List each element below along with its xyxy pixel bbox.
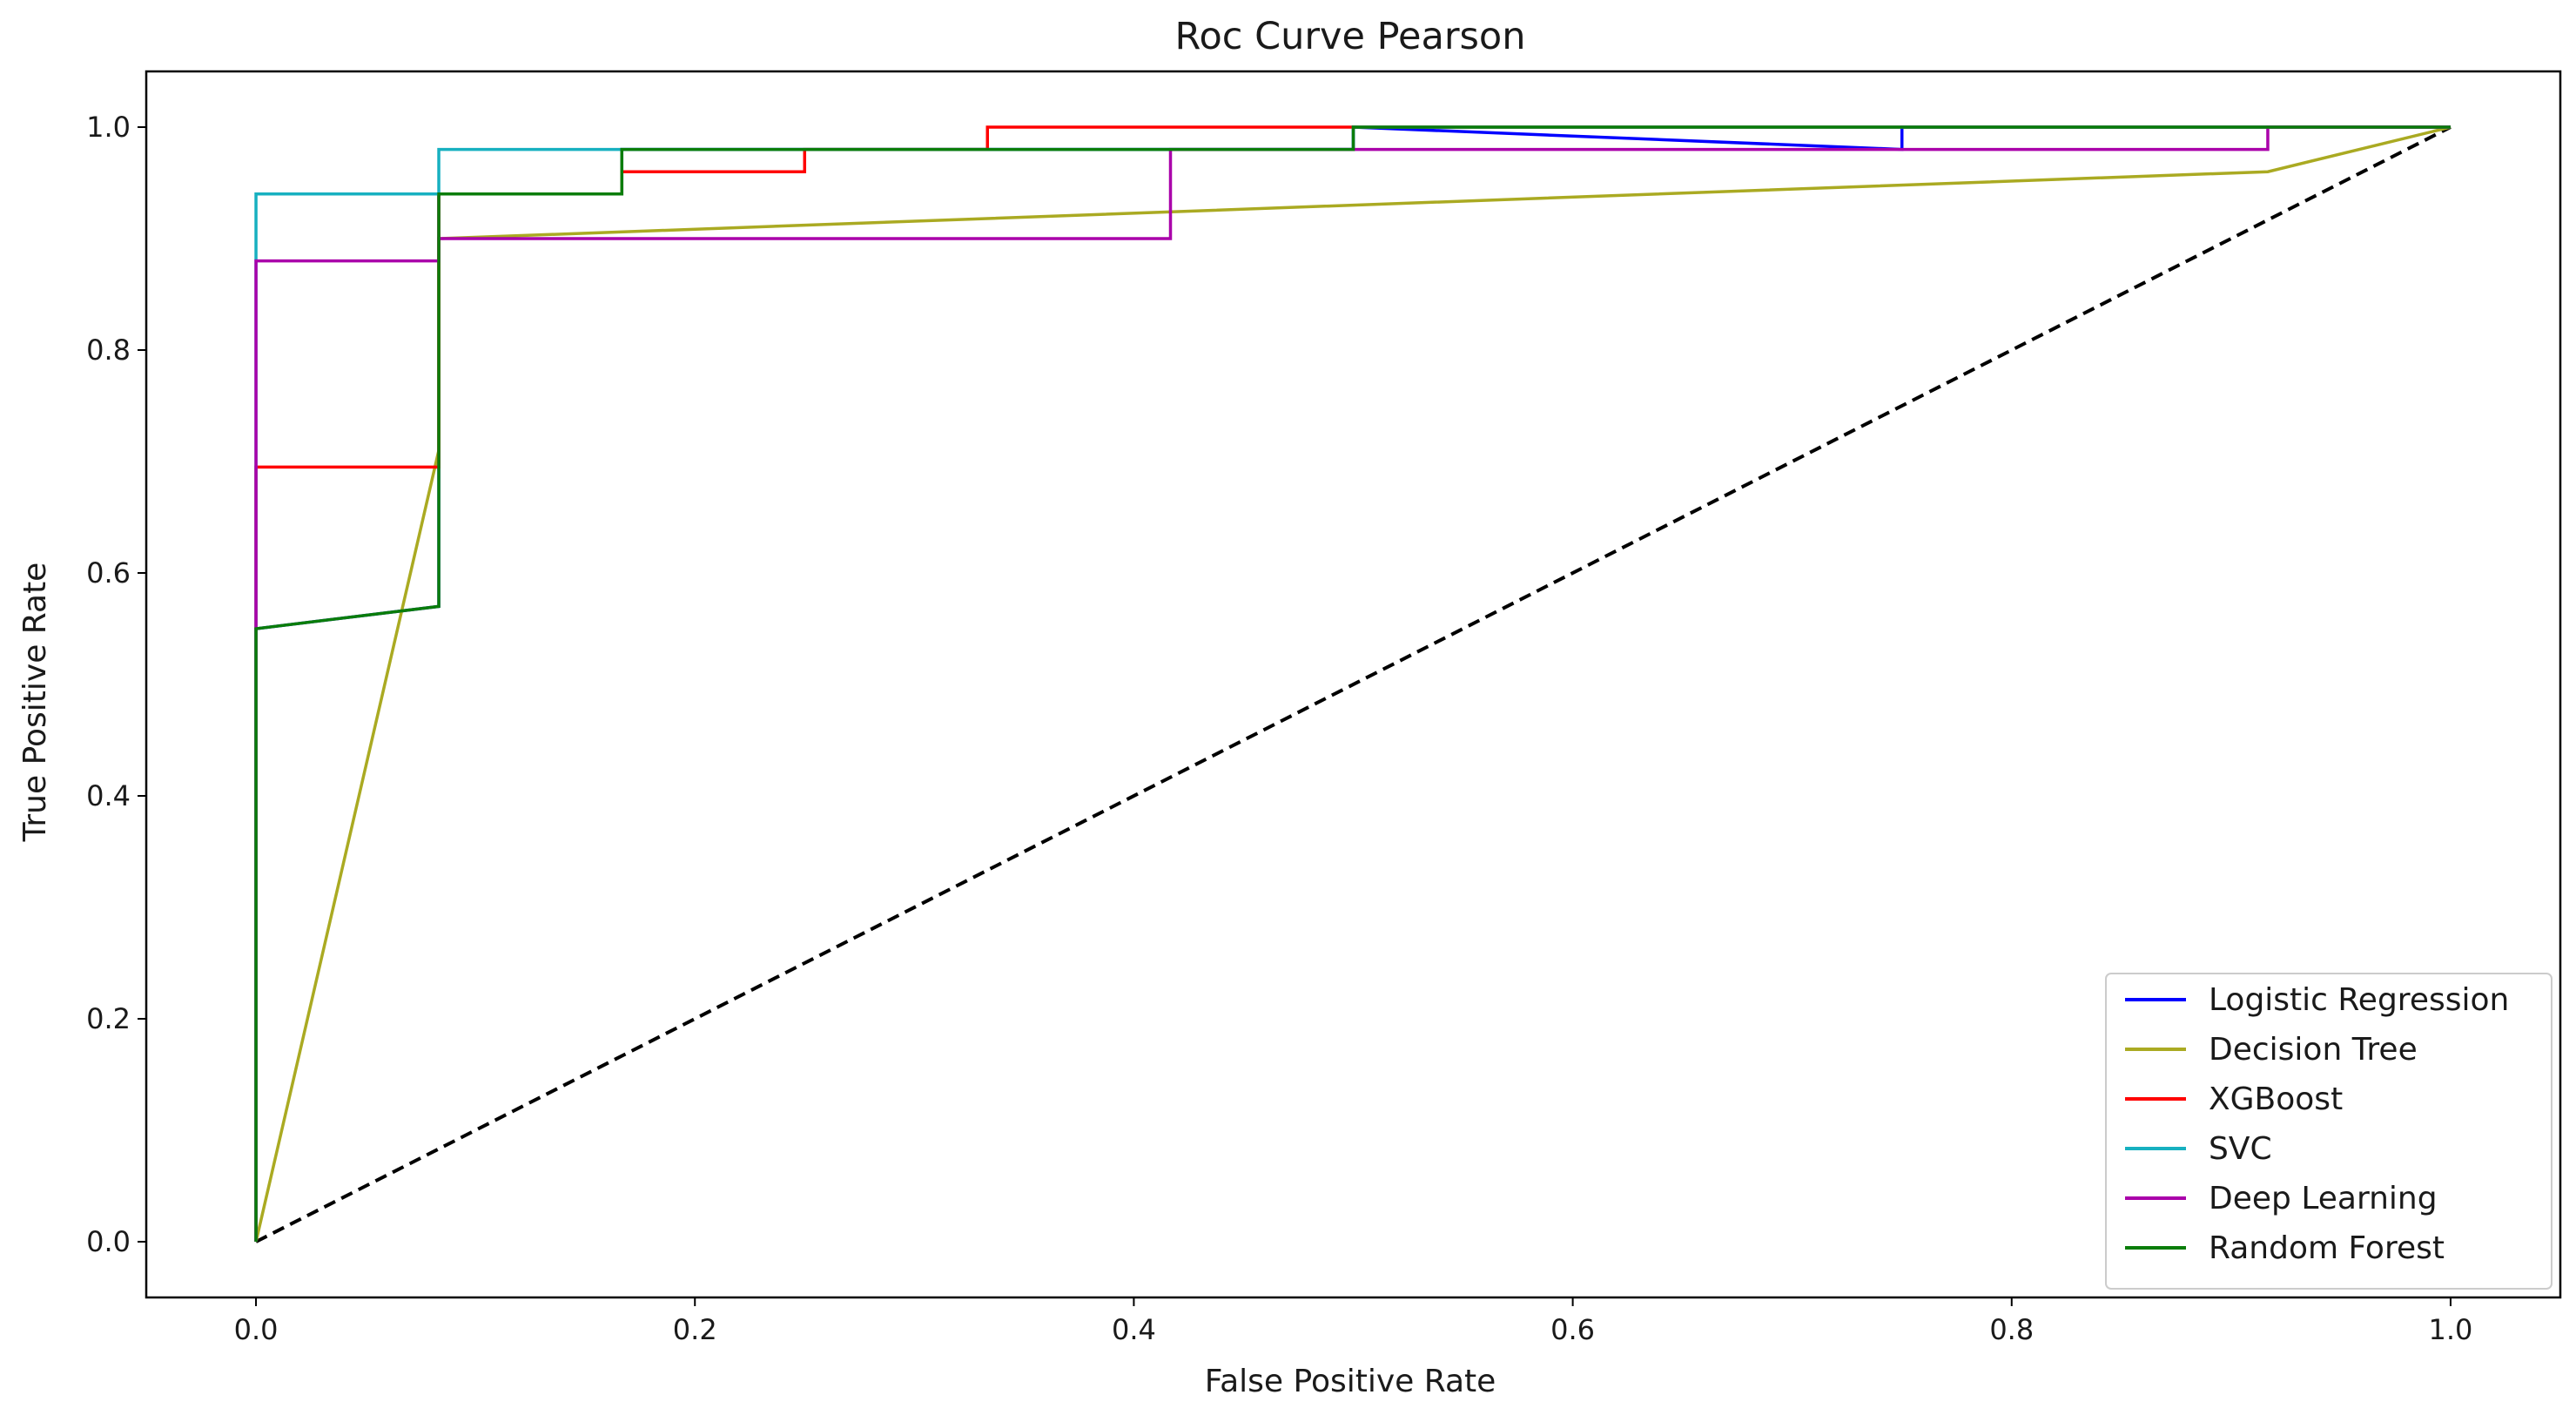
y-tick-label: 0.8 [86, 334, 131, 367]
legend-label-deep-learning: Deep Learning [2209, 1181, 2438, 1216]
x-tick-label: 0.0 [234, 1313, 279, 1346]
y-tick-label: 0.4 [86, 779, 131, 812]
legend-label-random-forest: Random Forest [2209, 1230, 2445, 1266]
y-tick-label: 0.0 [86, 1225, 131, 1258]
x-tick-label: 0.2 [673, 1313, 717, 1346]
series-line-random-forest [254, 125, 2451, 1242]
legend-label-logistic-regression: Logistic Regression [2209, 982, 2509, 1018]
chance-diagonal-line [255, 125, 2452, 1243]
y-tick-label: 0.2 [86, 1002, 131, 1035]
legend-box [2105, 973, 2552, 1290]
plot-frame [145, 70, 2562, 1299]
legend-label-xgboost: XGBoost [2209, 1081, 2343, 1117]
legend-label-decision-tree: Decision Tree [2209, 1032, 2418, 1068]
x-tick-label: 0.4 [1112, 1313, 1156, 1346]
legend-label-svc: SVC [2209, 1131, 2272, 1167]
ticks-layer: 0.0 0.2 0.4 0.6 0.8 1.0 0.0 0.2 0.4 0.6 0.8 1.0 [86, 111, 2472, 1346]
x-axis-label: False Positive Rate [1205, 1364, 1497, 1399]
legend: Logistic Regression Decision Tree XGBoost S… [2105, 973, 2552, 1290]
x-tick-label: 1.0 [2429, 1313, 2473, 1346]
series-line-deep-learning [254, 125, 2451, 1242]
chart-title: Roc Curve Pearson [1175, 15, 1526, 58]
x-tick-label: 0.8 [1989, 1313, 2034, 1346]
series-layer [254, 125, 2452, 1243]
y-tick-label: 1.0 [86, 111, 131, 144]
y-axis-label: True Positive Rate [17, 563, 53, 843]
x-tick-label: 0.6 [1550, 1313, 1595, 1346]
y-tick-label: 0.6 [86, 556, 131, 590]
